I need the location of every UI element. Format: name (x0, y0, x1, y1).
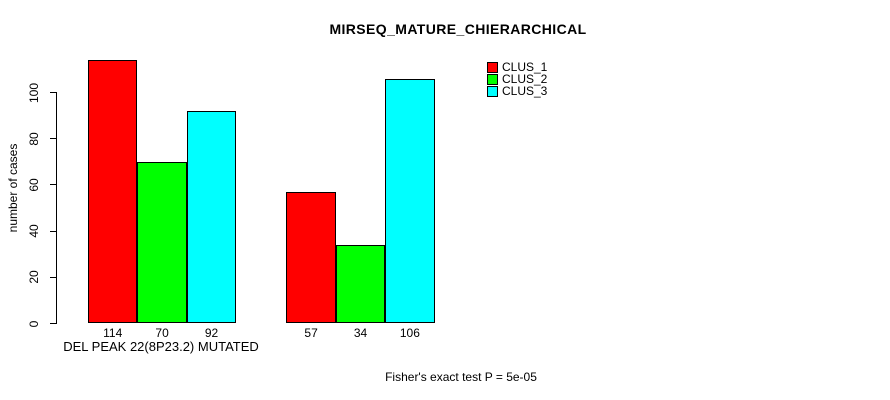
legend-swatch-icon (487, 73, 498, 85)
legend-swatch-icon (487, 61, 498, 73)
y-axis-tick-label: 20 (27, 270, 41, 284)
y-axis-tick-label: 100 (27, 82, 41, 103)
y-axis-tick-label: 0 (27, 320, 41, 327)
y-axis-tick (49, 92, 57, 93)
y-axis-tick (49, 184, 57, 186)
legend-row: CLUS_3 (487, 85, 547, 97)
bar-value-label: 114 (103, 325, 123, 340)
legend-label: CLUS_2 (502, 72, 548, 86)
y-axis-tick-label: 80 (27, 132, 41, 146)
y-axis-line (56, 92, 57, 324)
legend: CLUS_1 CLUS_2 CLUS_3 (487, 61, 547, 97)
legend-swatch-icon (487, 85, 498, 97)
bar-value-label: 34 (353, 325, 368, 340)
legend-label: CLUS_3 (502, 84, 548, 98)
bar-clus_1-group1 (88, 60, 138, 324)
bar-value-label: 70 (155, 325, 169, 340)
legend-row: CLUS_2 (487, 73, 547, 85)
bar-value-label: 92 (204, 325, 219, 340)
bar-clus_3-group2 (385, 78, 435, 324)
annotation-text: Fisher's exact test P = 5e-05 (385, 370, 537, 384)
bar-value-label: 57 (304, 325, 318, 340)
y-axis-tick-label: 40 (27, 224, 41, 238)
y-axis-tick-label: 60 (27, 178, 41, 192)
bar-clus_2-group1 (137, 161, 187, 324)
bar-clus_3-group1 (186, 110, 237, 324)
bar-clus_1-group2 (286, 191, 336, 324)
legend-row: CLUS_1 (487, 61, 547, 73)
y-axis-tick (49, 230, 57, 232)
y-axis-tick (49, 276, 57, 278)
x-axis-group-label: DEL PEAK 22(8P23.2) MUTATED (63, 339, 259, 354)
chart-title: MIRSEQ_MATURE_CHIERARCHICAL (329, 21, 587, 37)
y-axis-tick (49, 323, 57, 324)
bar-value-label: 106 (399, 325, 420, 340)
y-axis-label: number of cases (6, 143, 20, 233)
y-axis-tick (49, 138, 57, 140)
legend-label: CLUS_1 (502, 60, 548, 74)
bar-clus_2-group2 (335, 244, 386, 324)
